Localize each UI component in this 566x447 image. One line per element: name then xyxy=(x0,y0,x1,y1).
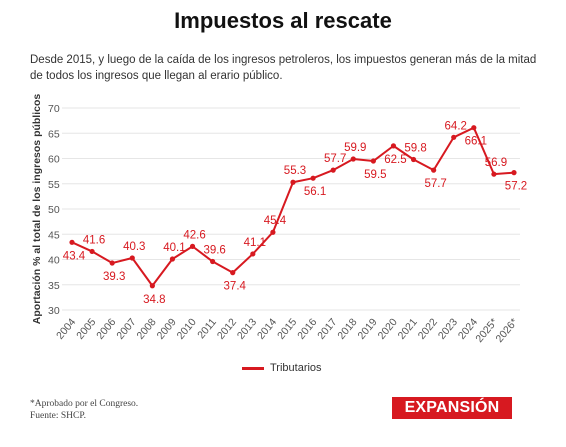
legend-swatch xyxy=(242,366,264,370)
y-tick-label: 70 xyxy=(48,103,60,115)
legend: Tributarios xyxy=(242,362,322,374)
data-point xyxy=(491,171,497,177)
x-tick-label: 2006 xyxy=(94,316,118,342)
data-label: 34.8 xyxy=(143,294,165,306)
footnote: *Aprobado por el Congreso. Fuente: SHCP. xyxy=(30,398,138,422)
chart-title: Impuestos al rescate xyxy=(174,8,392,33)
data-point xyxy=(169,256,176,262)
chart-subtitle: Desde 2015, y luego de la caída de los i… xyxy=(30,54,537,82)
x-tick-label: 2008 xyxy=(134,316,158,342)
data-point xyxy=(330,167,336,173)
footnote-approved: *Aprobado por el Congreso. xyxy=(30,399,139,409)
footnote-source: Fuente: SHCP. xyxy=(30,411,86,421)
data-point xyxy=(451,134,457,140)
series-line-tributarios xyxy=(71,126,515,287)
brand-logo: EXPANSIÓN xyxy=(392,397,512,419)
data-label: 39.3 xyxy=(103,271,125,283)
data-point xyxy=(189,243,196,249)
data-point xyxy=(290,179,296,185)
x-tick-label: 2022 xyxy=(416,316,440,342)
x-tick-label: 2019 xyxy=(355,316,379,342)
data-label: 41.6 xyxy=(83,234,105,246)
y-tick-label: 45 xyxy=(48,229,60,241)
x-tick-label: 2014 xyxy=(255,316,279,342)
data-label: 40.3 xyxy=(123,241,145,253)
data-label: 66.1 xyxy=(465,136,487,148)
data-point xyxy=(270,229,276,235)
data-point xyxy=(89,248,95,255)
x-tick-label: 2021 xyxy=(396,316,420,342)
data-label: 57.2 xyxy=(505,181,527,193)
data-label: 40.1 xyxy=(163,242,185,254)
data-label: 37.4 xyxy=(224,281,247,293)
x-tick-label: 2005 xyxy=(74,316,98,342)
y-axis-title: Aportación % al total de los ingresos pú… xyxy=(31,94,43,325)
data-point xyxy=(230,270,236,276)
y-tick-label: 40 xyxy=(48,255,60,267)
x-tick-label: 2010 xyxy=(175,316,199,342)
data-point xyxy=(109,260,115,266)
x-tick-label: 2007 xyxy=(114,316,138,342)
data-label: 64.2 xyxy=(445,120,467,132)
data-label: 56.9 xyxy=(485,157,507,169)
x-tick-label: 2020 xyxy=(376,316,400,342)
legend-label: Tributarios xyxy=(270,362,322,374)
data-point xyxy=(431,167,437,173)
data-label: 42.6 xyxy=(183,229,205,241)
data-label: 59.8 xyxy=(404,143,426,155)
data-point xyxy=(210,258,216,265)
x-tick-label: 2013 xyxy=(235,316,259,342)
y-tick-label: 35 xyxy=(48,280,60,292)
x-tick-label: 2009 xyxy=(155,316,179,342)
x-tick-label: 2026* xyxy=(493,316,520,345)
data-label: 57.7 xyxy=(324,153,346,165)
data-label: 41.1 xyxy=(244,237,266,249)
data-point xyxy=(310,175,316,181)
x-tick-label: 2016 xyxy=(295,316,319,342)
data-label: 45.4 xyxy=(264,215,287,227)
data-point xyxy=(250,251,256,257)
x-tick-label: 2011 xyxy=(195,316,219,341)
x-tick-label: 2017 xyxy=(315,316,339,342)
x-tick-label: 2012 xyxy=(215,316,239,342)
data-point xyxy=(390,143,397,149)
y-tick-label: 60 xyxy=(48,154,60,166)
data-label: 39.6 xyxy=(203,245,225,257)
data-point xyxy=(410,156,417,163)
data-point xyxy=(69,239,75,245)
data-point xyxy=(471,125,477,131)
data-point xyxy=(370,158,376,164)
x-tick-label: 2023 xyxy=(436,316,460,342)
y-tick-label: 55 xyxy=(48,179,60,191)
x-tick-label: 2015 xyxy=(275,316,299,342)
data-label: 59.5 xyxy=(364,169,386,181)
x-tick-label: 2004 xyxy=(54,316,78,342)
data-point xyxy=(129,255,135,261)
data-label: 56.1 xyxy=(304,186,326,198)
data-point xyxy=(149,283,155,289)
y-tick-label: 30 xyxy=(48,305,60,317)
y-tick-label: 65 xyxy=(48,128,60,140)
data-label: 57.7 xyxy=(424,178,446,190)
data-point xyxy=(350,156,356,162)
line-chart: 30 35 40 45 50 55 60 65 70 Aportación % al total … xyxy=(31,94,527,345)
data-point xyxy=(511,170,517,176)
y-tick-label: 50 xyxy=(48,204,60,216)
data-label: 55.3 xyxy=(284,165,306,177)
data-label: 43.4 xyxy=(63,250,86,262)
data-label: 62.5 xyxy=(384,154,406,166)
data-label: 59.9 xyxy=(344,142,366,154)
x-tick-label: 2018 xyxy=(335,316,359,342)
